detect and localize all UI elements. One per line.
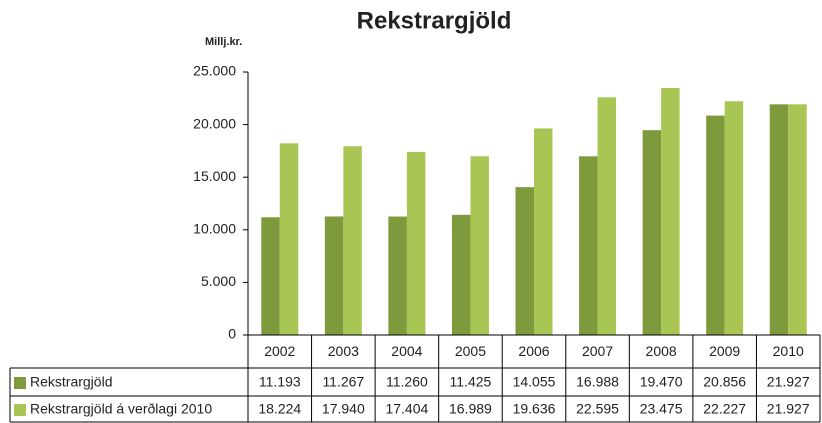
bar: [515, 187, 534, 335]
bar: [642, 130, 662, 335]
bar: [261, 217, 280, 335]
y-tick-label: 20.000: [193, 115, 236, 131]
bar: [406, 151, 426, 335]
x-tick-label: 2003: [328, 343, 359, 359]
bar: [388, 216, 407, 335]
table-value: 19.470: [640, 374, 683, 390]
table-value: 23.475: [640, 401, 683, 417]
table-value: 21.927: [767, 374, 810, 390]
bar: [661, 88, 680, 335]
y-tick-label: 25.000: [193, 63, 236, 79]
table-value: 11.193: [259, 374, 301, 390]
bar: [279, 143, 299, 335]
bar: [534, 128, 553, 335]
bar: [788, 104, 807, 335]
x-tick-label: 2009: [709, 343, 740, 359]
x-tick-label: 2008: [646, 343, 677, 359]
bar: [579, 156, 598, 335]
table-value: 11.267: [322, 374, 364, 390]
table-value: 22.595: [576, 401, 619, 417]
y-tick-label: 15.000: [193, 168, 236, 184]
table-value: 11.260: [386, 374, 428, 390]
bar: [724, 101, 744, 335]
bar: [343, 146, 362, 335]
y-tick-label: 10.000: [193, 221, 236, 237]
legend-label: Rekstrargjöld: [30, 374, 112, 390]
table-value: 21.927: [767, 401, 810, 417]
table-value: 17.404: [385, 401, 428, 417]
chart-title: Rekstrargjöld: [357, 7, 512, 34]
table-value: 20.856: [703, 374, 746, 390]
table-value: 16.988: [576, 374, 619, 390]
x-tick-label: 2010: [773, 343, 804, 359]
bar: [470, 156, 489, 335]
x-tick-label: 2004: [391, 343, 422, 359]
table-value: 16.989: [449, 401, 492, 417]
table-value: 17.940: [322, 401, 365, 417]
table-value: 14.055: [513, 374, 556, 390]
x-tick-label: 2005: [455, 343, 486, 359]
legend-swatch: [14, 377, 26, 389]
bar: [769, 104, 789, 335]
table-value: 19.636: [513, 401, 556, 417]
table-value: 18.224: [258, 401, 301, 417]
y-tick-label: 5.000: [201, 273, 236, 289]
x-tick-label: 2007: [582, 343, 613, 359]
bar: [597, 97, 617, 335]
legend-swatch: [14, 404, 26, 416]
x-tick-label: 2006: [518, 343, 549, 359]
legend-label: Rekstrargjöld á verðlagi 2010: [30, 401, 212, 417]
table-value: 22.227: [703, 401, 746, 417]
bar: [324, 216, 344, 335]
table-value: 11.425: [450, 374, 492, 390]
y-tick-label: 0: [228, 326, 236, 342]
y-axis-label: Millj.kr.: [205, 36, 242, 48]
bar: [706, 115, 725, 335]
x-tick-label: 2002: [264, 343, 295, 359]
bar: [451, 214, 471, 335]
